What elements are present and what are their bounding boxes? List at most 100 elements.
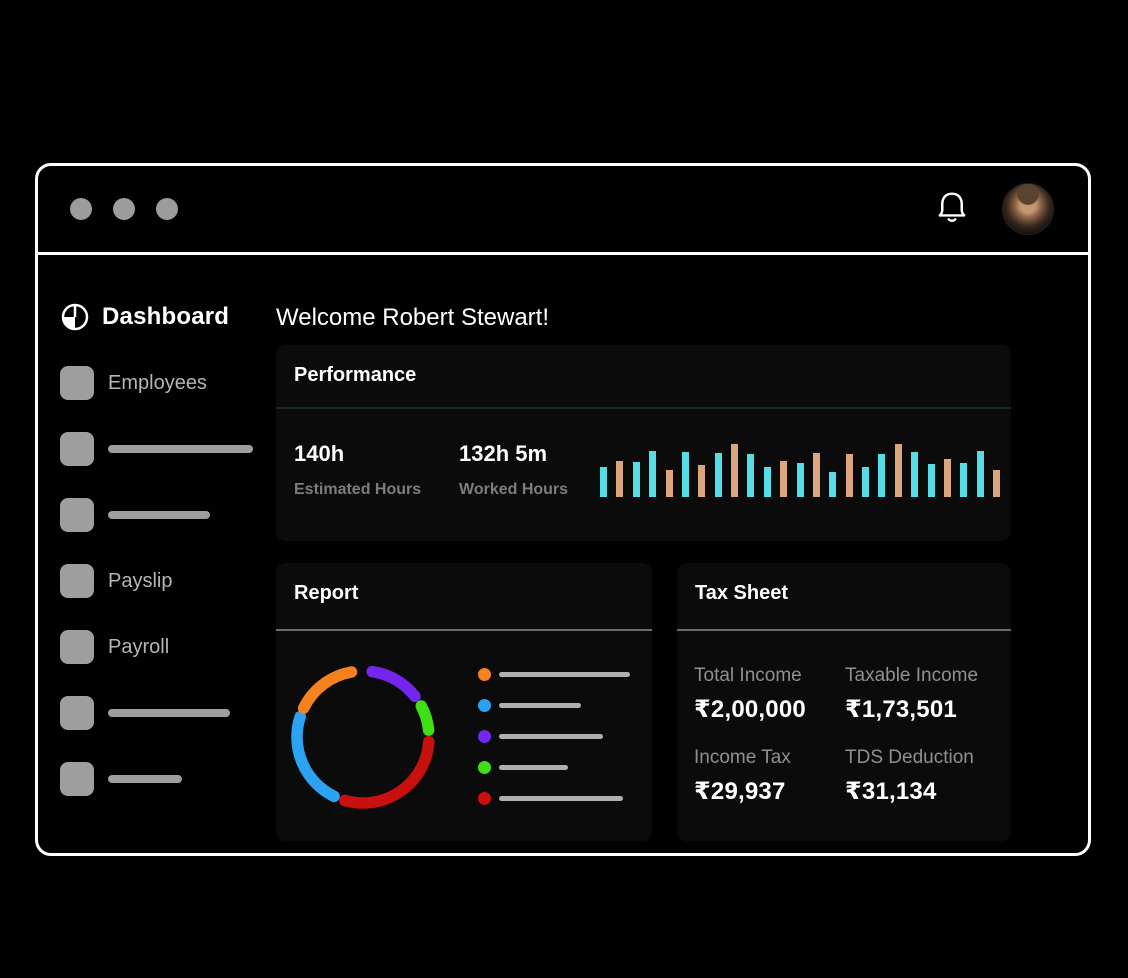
worked-hours-value: 132h 5m (459, 441, 548, 466)
performance-bar (927, 464, 935, 497)
tax-item-label: TDS Deduction (845, 747, 974, 768)
tax-item: Income Tax ₹29,937 (694, 747, 845, 806)
legend-dot (478, 761, 491, 774)
estimated-hours-label: Estimated Hours (294, 481, 422, 498)
report-card-title: Report (294, 582, 359, 604)
app-window: Dashboard Employees Payslip Payroll Welcome… (35, 163, 1091, 856)
sidebar-item-placeholder[interactable] (60, 432, 275, 466)
report-legend (478, 668, 630, 805)
donut-segment-blue (291, 710, 340, 803)
performance-bar (665, 470, 673, 497)
performance-bar (731, 444, 738, 497)
legend-dot (478, 730, 491, 743)
donut-segment-red (339, 735, 435, 809)
sidebar-item-icon (60, 498, 94, 532)
window-control-dot[interactable] (156, 198, 178, 220)
legend-item (478, 699, 630, 712)
donut-segment-green (415, 700, 435, 736)
performance-bar (632, 462, 640, 497)
performance-bar (812, 453, 820, 497)
tax-grid: Total Income ₹2,00,000 Taxable Income ₹1,73… (694, 665, 978, 806)
worked-hours-label: Worked Hours (459, 481, 569, 498)
performance-bar (600, 467, 607, 497)
tax-item-label: Income Tax (694, 747, 791, 768)
report-card-divider (276, 629, 652, 631)
donut-segment-orange (297, 666, 358, 714)
performance-bar (681, 452, 689, 497)
sidebar-item-icon (60, 696, 94, 730)
performance-bar (616, 461, 624, 497)
sidebar-item-icon (60, 630, 94, 664)
sidebar-item-placeholder[interactable] (60, 696, 275, 730)
window-control-dot[interactable] (70, 198, 92, 220)
performance-bar (894, 444, 902, 497)
sidebar-item-placeholder[interactable] (60, 762, 275, 796)
sidebar-item-placeholder[interactable] (60, 498, 275, 532)
performance-bar (714, 453, 722, 497)
tax-item: Total Income ₹2,00,000 (694, 665, 845, 724)
sidebar-item-icon (60, 432, 94, 466)
performance-bar (649, 451, 657, 497)
tax-item-value: ₹2,00,000 (694, 696, 806, 723)
performance-bar (976, 451, 984, 497)
sidebar-item-payslip[interactable]: Payslip (60, 564, 275, 598)
welcome-heading: Welcome Robert Stewart! (276, 304, 549, 331)
legend-dot (478, 792, 491, 805)
tax-item: Taxable Income ₹1,73,501 (845, 665, 978, 724)
report-card: Report (276, 563, 652, 841)
sidebar-item-dashboard[interactable]: Dashboard (60, 300, 275, 334)
sidebar-item-payroll[interactable]: Payroll (60, 630, 275, 664)
sidebar-item-label: Employees (108, 371, 207, 394)
performance-bar (796, 463, 804, 497)
legend-dot (478, 668, 491, 681)
performance-bar (845, 454, 853, 497)
legend-label-placeholder (499, 672, 630, 677)
window-control-dot[interactable] (113, 198, 135, 220)
legend-label-placeholder (499, 796, 623, 801)
donut-segment-purple (366, 665, 421, 703)
legend-label-placeholder (499, 765, 568, 770)
sidebar-item-icon (60, 366, 94, 400)
user-avatar[interactable] (1002, 183, 1054, 235)
sidebar-item-icon (60, 762, 94, 796)
pie-chart-icon (61, 303, 89, 331)
tax-item: TDS Deduction ₹31,134 (845, 747, 978, 806)
tax-sheet-card-divider (677, 629, 1011, 631)
estimated-hours-value: 140h (294, 441, 345, 466)
performance-bar (911, 452, 919, 497)
sidebar-item-label: Dashboard (102, 303, 230, 330)
performance-bar (747, 454, 755, 497)
sidebar-item-label: Payslip (108, 569, 173, 592)
sidebar-nav: Dashboard Employees Payslip Payroll (60, 300, 275, 796)
sidebar-item-icon (60, 564, 94, 598)
performance-bar (780, 461, 788, 497)
tax-sheet-card: Tax Sheet Total Income ₹2,00,000 Taxable I… (677, 563, 1011, 841)
tax-sheet-card-title: Tax Sheet (695, 582, 788, 604)
sidebar-item-employees[interactable]: Employees (60, 366, 275, 400)
legend-item (478, 668, 630, 681)
tax-item-label: Total Income (694, 665, 802, 686)
sidebar-item-label: Payroll (108, 635, 170, 658)
legend-item (478, 730, 630, 743)
performance-bar (878, 454, 886, 497)
sidebar-placeholder-bar (108, 445, 253, 453)
notification-bell-icon[interactable] (931, 187, 973, 229)
sidebar-placeholder-bar (108, 775, 182, 783)
performance-bar (698, 465, 706, 497)
tax-item-value: ₹1,73,501 (845, 696, 957, 723)
performance-bar (943, 459, 951, 497)
tax-item-value: ₹31,134 (845, 778, 937, 805)
tax-item-label: Taxable Income (845, 665, 979, 686)
legend-item (478, 792, 630, 805)
worked-hours-stat: 132h 5m Worked Hours (459, 441, 624, 499)
performance-card: Performance 140h Estimated Hours 132h 5m… (276, 345, 1011, 541)
estimated-hours-stat: 140h Estimated Hours (294, 441, 459, 499)
window-titlebar (38, 166, 1088, 255)
report-donut-chart (278, 652, 448, 822)
performance-stats: 140h Estimated Hours 132h 5m Worked Hour… (294, 441, 624, 499)
performance-bar-chart (600, 441, 1000, 497)
legend-item (478, 761, 630, 774)
performance-bar (829, 472, 837, 497)
performance-bar (960, 463, 968, 497)
sidebar-placeholder-bar (108, 709, 230, 717)
